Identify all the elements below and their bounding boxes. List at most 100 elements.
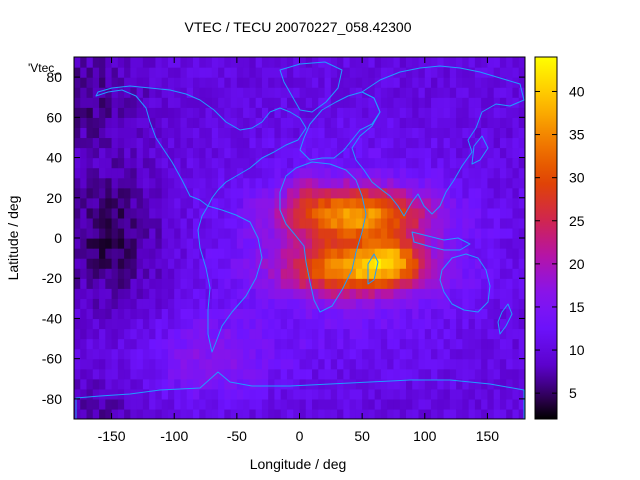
heatmap-cell bbox=[167, 177, 175, 189]
heatmap-cell bbox=[449, 388, 457, 400]
heatmap-cell bbox=[343, 67, 351, 78]
heatmap-cell bbox=[312, 318, 319, 330]
heatmap-cell bbox=[149, 258, 157, 269]
heatmap-cell bbox=[474, 97, 482, 108]
heatmap-cell bbox=[211, 97, 219, 108]
heatmap-cell bbox=[142, 348, 150, 360]
heatmap-cell bbox=[149, 167, 157, 179]
heatmap-cell bbox=[243, 338, 250, 350]
heatmap-cell bbox=[399, 97, 407, 108]
heatmap-cell bbox=[261, 348, 269, 360]
heatmap-cell bbox=[405, 197, 413, 209]
heatmap-cell bbox=[474, 408, 482, 419]
heatmap-cell bbox=[243, 67, 250, 78]
heatmap-cell bbox=[161, 97, 169, 108]
heatmap-cell bbox=[293, 258, 301, 269]
heatmap-cell bbox=[274, 157, 282, 169]
heatmap-cell bbox=[456, 107, 463, 118]
heatmap-cell bbox=[468, 127, 476, 139]
heatmap-cell bbox=[99, 217, 106, 229]
heatmap-cell bbox=[268, 87, 276, 98]
heatmap-cell bbox=[437, 368, 445, 380]
heatmap-cell bbox=[243, 288, 250, 299]
heatmap-cell bbox=[230, 97, 238, 108]
heatmap-cell bbox=[449, 197, 457, 209]
heatmap-cell bbox=[274, 268, 282, 279]
heatmap-cell bbox=[236, 258, 244, 269]
heatmap-cell bbox=[124, 57, 131, 68]
colorbar-tick-label: 25 bbox=[569, 213, 585, 229]
heatmap-cell bbox=[80, 57, 88, 68]
heatmap-cell bbox=[293, 288, 301, 299]
heatmap-cell bbox=[186, 187, 194, 199]
heatmap-cell bbox=[92, 408, 100, 419]
heatmap-cell bbox=[286, 388, 294, 400]
heatmap-cell bbox=[324, 328, 332, 340]
heatmap-cell bbox=[518, 57, 525, 68]
heatmap-cell bbox=[449, 258, 457, 269]
heatmap-cell bbox=[130, 127, 138, 139]
heatmap-cell bbox=[249, 77, 257, 88]
heatmap-cell bbox=[412, 87, 420, 98]
heatmap-cell bbox=[211, 328, 219, 340]
heatmap-cell bbox=[405, 117, 413, 128]
heatmap-cell bbox=[205, 167, 213, 179]
heatmap-cell bbox=[443, 87, 451, 98]
heatmap-cell bbox=[99, 87, 106, 98]
heatmap-cell bbox=[362, 358, 369, 370]
heatmap-cell bbox=[318, 197, 326, 209]
heatmap-cell bbox=[412, 147, 420, 159]
heatmap-cell bbox=[424, 248, 432, 259]
heatmap-cell bbox=[149, 197, 157, 209]
heatmap-cell bbox=[149, 408, 157, 419]
heatmap-cell bbox=[236, 288, 244, 299]
heatmap-cell bbox=[255, 217, 263, 229]
heatmap-cell bbox=[368, 408, 376, 419]
heatmap-cell bbox=[243, 207, 250, 219]
heatmap-cell bbox=[299, 308, 307, 320]
heatmap-cell bbox=[211, 77, 219, 88]
heatmap-cell bbox=[261, 177, 269, 189]
heatmap-cell bbox=[368, 298, 376, 309]
heatmap-cell bbox=[380, 107, 388, 118]
heatmap-cell bbox=[274, 117, 282, 128]
heatmap-cell bbox=[412, 127, 420, 139]
x-tick-label: 150 bbox=[476, 428, 500, 444]
heatmap-cell bbox=[155, 87, 163, 98]
heatmap-cell bbox=[255, 177, 263, 189]
heatmap-cell bbox=[236, 318, 244, 330]
heatmap-cell bbox=[506, 207, 514, 219]
heatmap-cell bbox=[186, 368, 194, 380]
heatmap-cell bbox=[506, 77, 514, 88]
heatmap-cell bbox=[205, 117, 213, 128]
heatmap-cell bbox=[506, 97, 514, 108]
heatmap-cell bbox=[86, 107, 94, 118]
heatmap-cell bbox=[506, 157, 514, 169]
heatmap-cell bbox=[343, 137, 351, 149]
heatmap-cell bbox=[468, 197, 476, 209]
heatmap-cell bbox=[199, 227, 207, 239]
heatmap-cell bbox=[462, 288, 470, 299]
heatmap-cell bbox=[518, 278, 525, 289]
heatmap-cell bbox=[255, 227, 263, 239]
heatmap-cell bbox=[117, 278, 125, 289]
heatmap-cell bbox=[80, 177, 88, 189]
heatmap-cell bbox=[506, 217, 514, 229]
heatmap-cell bbox=[92, 57, 100, 68]
heatmap-cell bbox=[293, 398, 301, 410]
heatmap-cell bbox=[312, 127, 319, 139]
heatmap-cell bbox=[205, 137, 213, 149]
heatmap-cell bbox=[368, 248, 376, 259]
heatmap-cell bbox=[80, 227, 88, 239]
heatmap-cell bbox=[518, 308, 525, 320]
heatmap-cell bbox=[362, 308, 369, 320]
heatmap-cell bbox=[305, 197, 313, 209]
heatmap-cell bbox=[312, 157, 319, 169]
heatmap-cell bbox=[80, 318, 88, 330]
heatmap-cell bbox=[355, 187, 363, 199]
heatmap-cell bbox=[180, 57, 188, 68]
heatmap-cell bbox=[80, 268, 88, 279]
heatmap-cell bbox=[243, 147, 250, 159]
heatmap-cell bbox=[243, 308, 250, 320]
heatmap-cell bbox=[424, 67, 432, 78]
